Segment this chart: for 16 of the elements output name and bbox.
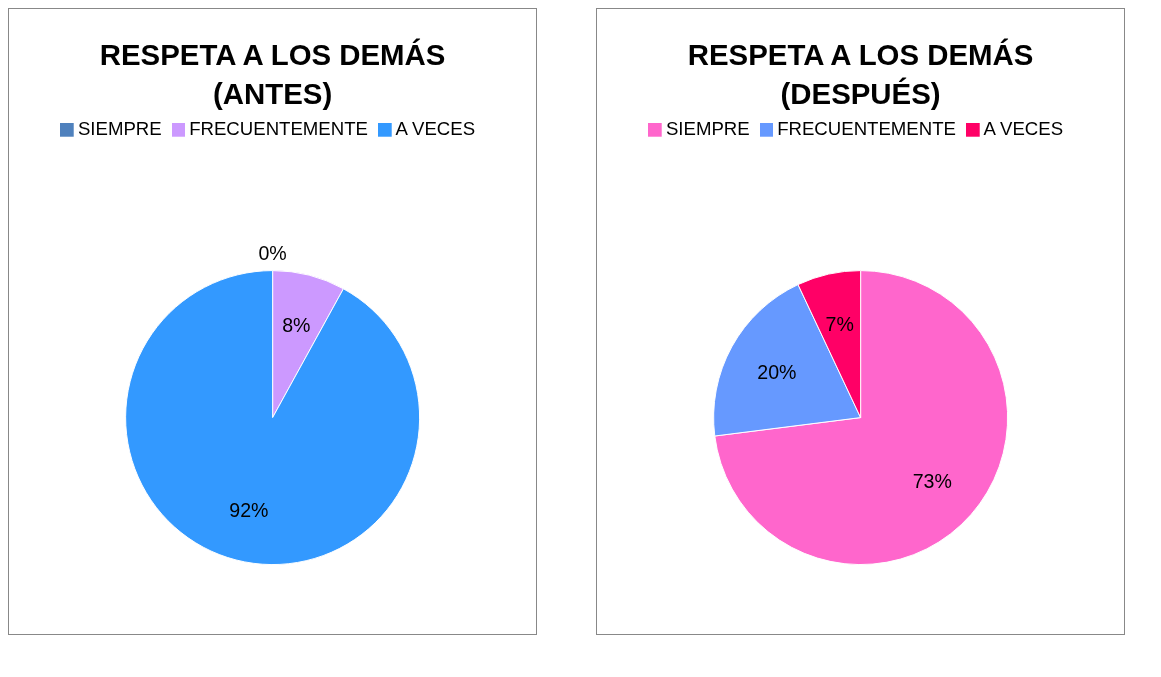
legend-label: A VECES (983, 117, 1064, 139)
legend-label: SIEMPRE (77, 117, 162, 139)
legend-label: A VECES (395, 117, 476, 139)
data-label: 73% (912, 469, 952, 492)
data-label: 7% (825, 313, 854, 336)
data-label: 20% (757, 360, 797, 383)
data-label: 8% (282, 313, 311, 336)
chart-title: RESPETA A LOS DEMÁS (ANTES) (98, 37, 447, 112)
legend-label: FRECUENTEMENTE (777, 117, 956, 139)
pie-slice (125, 269, 420, 565)
data-label: 92% (229, 499, 269, 522)
text: 0% (258, 241, 287, 264)
legend-label: SIEMPRE (665, 117, 750, 139)
legend-label: FRECUENTEMENTE (189, 117, 369, 139)
chart-title: RESPETA A LOS DEMÁS (DESPUÉS) (686, 37, 1035, 112)
pie-slice (714, 269, 1008, 565)
